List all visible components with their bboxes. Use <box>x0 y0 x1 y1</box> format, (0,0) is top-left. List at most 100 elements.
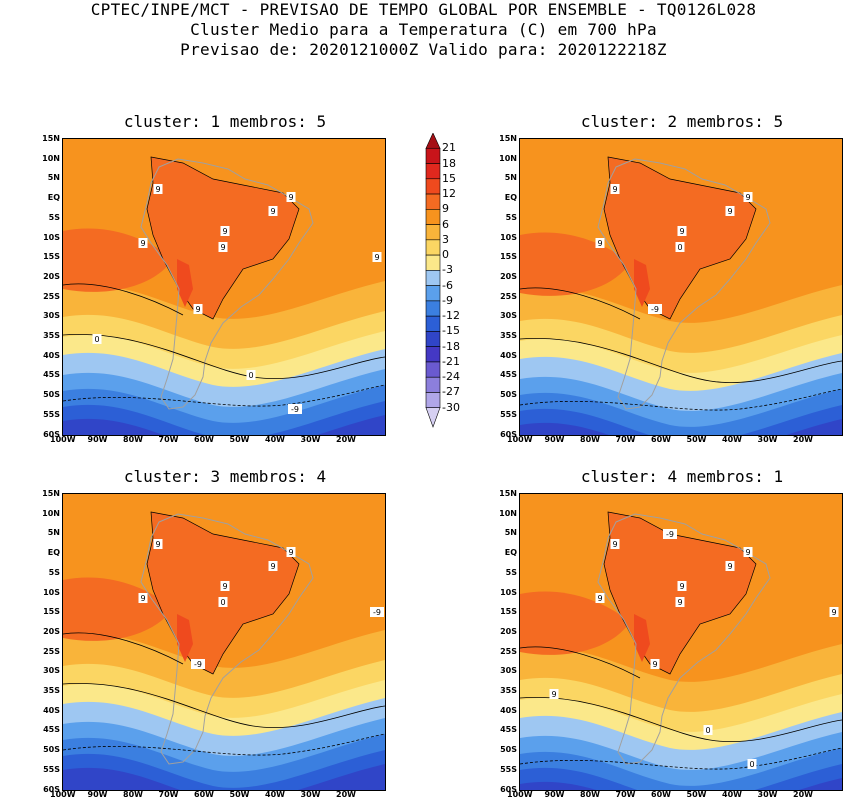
svg-text:9: 9 <box>677 598 682 607</box>
lon-label: 80W <box>580 435 600 444</box>
colorbar-segment <box>425 315 441 332</box>
svg-text:9: 9 <box>612 540 617 549</box>
lat-label: 35S <box>500 331 517 340</box>
svg-text:9: 9 <box>831 608 836 617</box>
lon-label: 80W <box>123 435 143 444</box>
colorbar-segment <box>425 361 441 378</box>
svg-text:9: 9 <box>270 207 275 216</box>
svg-text:9: 9 <box>155 540 160 549</box>
contour-label: 9 <box>286 192 296 202</box>
lat-label: 5S <box>48 212 60 222</box>
lat-label: 30S <box>43 311 60 321</box>
lat-label: 45S <box>500 725 517 735</box>
panel-1-title: cluster: 1 membros: 5 <box>123 112 327 131</box>
lat-label: 40S <box>43 350 60 360</box>
lat-label: 25S <box>500 291 517 301</box>
colorbar-level-label: -21 <box>442 354 460 368</box>
map-panel-2: 9 9 9 9 9 0 -9 <box>519 138 843 436</box>
lon-label: 90W <box>544 790 565 799</box>
lat-label: 10S <box>500 232 517 242</box>
svg-text:9: 9 <box>222 227 227 236</box>
lat-label: 15S <box>43 252 60 262</box>
lat-label: EQ <box>504 193 517 203</box>
header-title: CPTEC/INPE/MCT - PREVISAO DE TEMPO GLOBA… <box>90 0 757 19</box>
colorbar-level-label: -27 <box>442 385 460 399</box>
colorbar-level-label: 9 <box>442 202 449 216</box>
svg-text:9: 9 <box>652 660 657 669</box>
lat-label: 10S <box>500 587 517 597</box>
lon-label: 50W <box>686 790 707 799</box>
lon-label: 50W <box>229 435 250 444</box>
contour-label: 9 <box>725 206 735 216</box>
lat-label: 15N <box>499 489 517 498</box>
lon-label: 50W <box>229 790 250 799</box>
lon-label: 70W <box>615 435 636 444</box>
lon-label: 40W <box>265 790 285 799</box>
lat-label: 45S <box>43 370 60 380</box>
lat-label: 40S <box>43 705 60 715</box>
contour-label: -9 <box>663 529 677 539</box>
colorbar-segment <box>425 392 441 409</box>
lon-label: 40W <box>265 435 285 444</box>
contour-label: 0 <box>92 334 102 344</box>
colorbar-level-label: -12 <box>442 309 460 323</box>
lon-label: 30W <box>757 435 778 444</box>
lon-label: 30W <box>300 790 321 799</box>
svg-text:-9: -9 <box>373 608 381 617</box>
contour-label: -9 <box>370 607 384 617</box>
contour-label: 0 <box>703 725 713 735</box>
colorbar-segment <box>425 147 441 164</box>
lat-label: 15S <box>43 607 60 617</box>
colorbar-segment <box>425 300 441 317</box>
panel-3-title: cluster: 3 membros: 4 <box>123 467 327 486</box>
lon-label: 20W <box>336 435 356 444</box>
colorbar-level-label: 18 <box>442 156 456 170</box>
svg-text:-9: -9 <box>194 660 202 669</box>
contour-label: 9 <box>650 659 660 669</box>
contour-label: 9 <box>725 561 735 571</box>
lat-label: 55S <box>500 764 517 774</box>
colorbar-level-label: -6 <box>442 278 453 292</box>
lat-label: 25S <box>43 291 60 301</box>
colorbar-segment <box>425 285 441 302</box>
panel-2-title: cluster: 2 membros: 5 <box>580 112 784 131</box>
lat-label: 15N <box>42 134 60 143</box>
lon-label: 50W <box>686 435 707 444</box>
lat-label: 55S <box>500 409 517 419</box>
contour-label: 9 <box>610 539 620 549</box>
lat-label: 60S <box>500 784 517 794</box>
svg-text:0: 0 <box>677 243 682 252</box>
contour-label: 0 <box>675 242 685 252</box>
contour-label: -9 <box>288 404 302 414</box>
lat-label: 10S <box>43 232 60 242</box>
contour-label: 9 <box>286 547 296 557</box>
lat-label: 35S <box>43 331 60 340</box>
colorbar-level-label: -15 <box>442 324 460 338</box>
lat-label: 50S <box>500 745 517 755</box>
lon-label: 60W <box>194 435 214 444</box>
lon-label: 90W <box>87 790 108 799</box>
colorbar-level-label: 0 <box>442 248 449 262</box>
map-panel-1: 9 9 9 9 9 9 9 9 0 0 -9 <box>62 138 386 436</box>
colorbar-segment <box>425 331 441 347</box>
contour-label: 9 <box>153 539 163 549</box>
lat-label: 60S <box>43 784 60 794</box>
colorbar-segment <box>425 376 441 393</box>
lon-label: 70W <box>158 435 179 444</box>
colorbar-segment <box>425 193 441 210</box>
svg-text:9: 9 <box>288 193 293 202</box>
colorbar-segment <box>425 224 441 241</box>
lon-label: 70W <box>158 790 179 799</box>
lat-label: 55S <box>43 764 60 774</box>
colorbar-segment <box>425 254 441 271</box>
lon-label: 60W <box>651 790 671 799</box>
svg-text:9: 9 <box>727 207 732 216</box>
lon-label: 20W <box>793 435 813 444</box>
svg-text:9: 9 <box>374 253 379 262</box>
lon-label: 40W <box>722 790 742 799</box>
lat-label: 10N <box>42 508 60 518</box>
lat-label: 20S <box>500 626 517 636</box>
lon-label: 40W <box>722 435 742 444</box>
lat-label: 5S <box>505 212 517 222</box>
lon-label: 90W <box>87 435 108 444</box>
